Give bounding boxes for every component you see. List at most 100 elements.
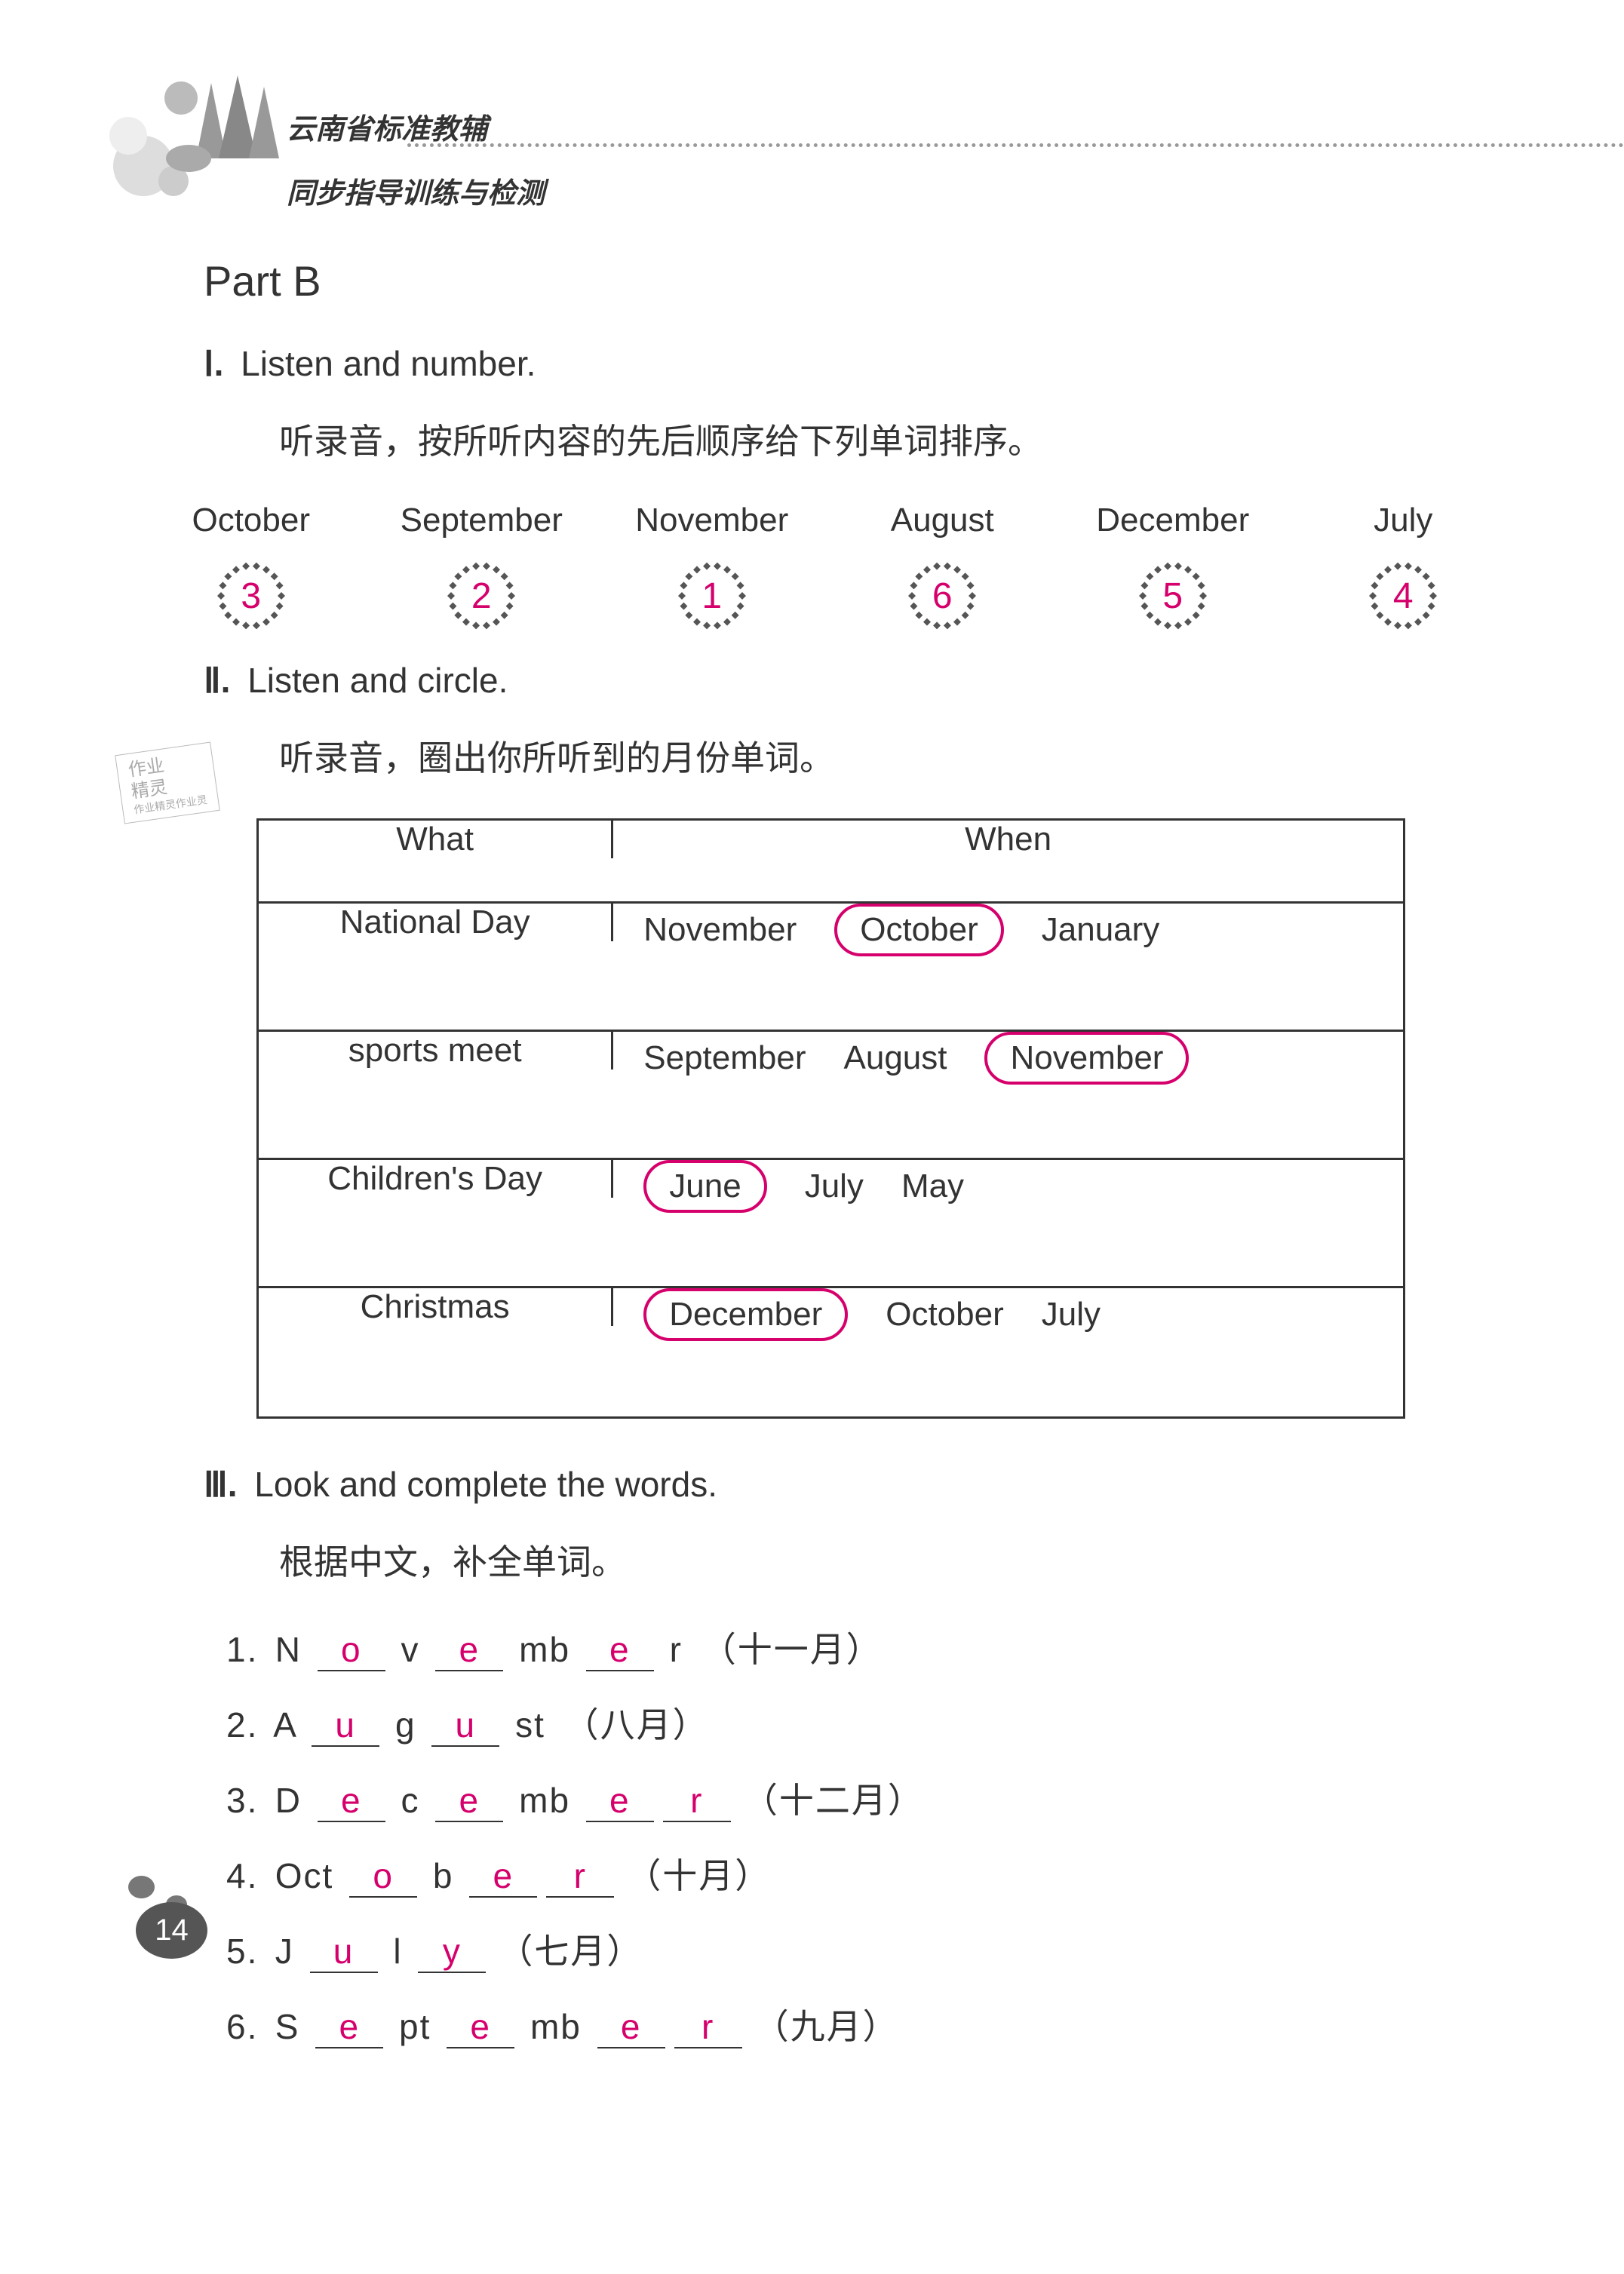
month-option: December	[643, 1288, 848, 1341]
word-fragment: N	[264, 1630, 313, 1669]
fill-list: 1. N o v e mb e r （十一月） 2. A u g u st （八月…	[226, 1622, 1473, 2049]
month-option: January	[1042, 911, 1160, 949]
circle-table: What WhenNational DayNovemberOctoberJanu…	[256, 818, 1405, 1419]
fill-blank: e	[447, 2006, 514, 2048]
header-title-1: 云南省标准教辅	[287, 106, 545, 147]
section-3-cn: 根据中文，补全单词。	[279, 1535, 1473, 1585]
month-option: July	[1042, 1296, 1101, 1333]
fill-blank: u	[312, 1705, 379, 1747]
fill-blank: r	[674, 2006, 742, 2048]
number-badge: 5	[1139, 562, 1207, 630]
fill-line: 4. Oct o b er（十月）	[226, 1849, 1473, 1898]
fill-blank: e	[469, 1855, 537, 1898]
month-label: August	[827, 502, 1058, 539]
table-cell-what: National Day	[259, 904, 613, 941]
number-badge: 2	[447, 562, 515, 630]
fill-blank: y	[418, 1931, 486, 1973]
fill-line: 1. N o v e mb e r （十一月）	[226, 1622, 1473, 1672]
word-fragment: D	[264, 1781, 313, 1820]
word-fragment: Oct	[264, 1856, 345, 1895]
section-1-en: Listen and number.	[241, 344, 536, 383]
fill-line: 3. D e c e mb er（十二月）	[226, 1773, 1473, 1823]
answer-number: 5	[1162, 575, 1183, 617]
month-option: November	[984, 1032, 1189, 1085]
item-number: 5.	[226, 1931, 264, 1972]
table-cell-what: sports meet	[259, 1032, 613, 1069]
word-fragment: b	[422, 1856, 465, 1895]
word-fragment: pt	[388, 2007, 442, 2046]
fill-blank: o	[349, 1855, 417, 1898]
month-option: July	[805, 1168, 864, 1205]
month-option: August	[844, 1039, 947, 1077]
answer-number: 3	[241, 575, 261, 617]
month-label: July	[1288, 502, 1519, 539]
fill-line: 6. S e pt e mb er（九月）	[226, 1999, 1473, 2049]
answer-number: 1	[701, 575, 722, 617]
section-3-title: Ⅲ. Look and complete the words.	[204, 1464, 1473, 1505]
word-fragment: mb	[508, 1630, 581, 1669]
fill-blank: e	[435, 1780, 503, 1822]
item-number: 2.	[226, 1705, 264, 1745]
hint-paren: （七月）	[498, 1932, 643, 1971]
word-fragment: mb	[508, 1781, 581, 1820]
fill-blank: e	[435, 1629, 503, 1671]
month-col: September 2	[367, 502, 597, 630]
table-row: ChristmasDecemberOctoberJuly	[259, 1288, 1403, 1416]
month-label: November	[597, 502, 827, 539]
table-cell-when: DecemberOctoberJuly	[613, 1288, 1403, 1341]
table-cell-what: Children's Day	[259, 1160, 613, 1198]
fill-blank: r	[663, 1780, 731, 1822]
answer-number: 6	[932, 575, 953, 617]
month-col: August 6	[827, 502, 1058, 630]
month-label: December	[1058, 502, 1288, 539]
hint-paren: （十一月）	[701, 1630, 883, 1669]
hint-paren: （十二月）	[743, 1781, 924, 1820]
word-fragment: mb	[519, 2007, 592, 2046]
item-number: 4.	[226, 1855, 264, 1896]
table-row: Children's DayJuneJulyMay	[259, 1160, 1403, 1288]
answer-number: 2	[471, 575, 492, 617]
roman-2: Ⅱ.	[204, 661, 230, 700]
months-row: October 3 September 2 November 1 August 6 Decemb…	[136, 502, 1518, 630]
dotted-rule	[407, 143, 1624, 147]
hint-paren: （八月）	[564, 1705, 709, 1745]
table-header-row: What When	[259, 821, 1403, 904]
month-label: October	[136, 502, 367, 539]
roman-3: Ⅲ.	[204, 1465, 238, 1504]
month-col: December 5	[1058, 502, 1288, 630]
month-option: November	[643, 911, 797, 949]
word-fragment: S	[264, 2007, 311, 2046]
word-fragment: J	[264, 1932, 305, 1971]
word-fragment: A	[264, 1705, 307, 1745]
page-number: 14	[136, 1902, 207, 1959]
fill-blank: e	[597, 2006, 665, 2048]
table-header-what: What	[259, 821, 613, 858]
table-cell-when: NovemberOctoberJanuary	[613, 904, 1403, 956]
item-number: 6.	[226, 2006, 264, 2047]
number-badge: 4	[1369, 562, 1437, 630]
table-cell-when: SeptemberAugustNovember	[613, 1032, 1403, 1085]
month-label: September	[367, 502, 597, 539]
word-fragment: g	[384, 1705, 427, 1745]
section-2-title: Ⅱ. Listen and circle.	[204, 660, 1473, 701]
section-1-title: Ⅰ. Listen and number.	[204, 343, 1473, 384]
section-1-cn: 听录音，按所听内容的先后顺序给下列单词排序。	[279, 414, 1473, 464]
word-fragment: v	[390, 1630, 431, 1669]
month-option: May	[901, 1168, 964, 1205]
month-col: October 3	[136, 502, 367, 630]
fill-line: 2. A u g u st （八月）	[226, 1698, 1473, 1748]
table-row: National DayNovemberOctoberJanuary	[259, 904, 1403, 1032]
number-badge: 6	[908, 562, 976, 630]
dot-deco	[128, 1876, 155, 1898]
part-title: Part B	[204, 256, 1473, 305]
number-badge: 3	[217, 562, 285, 630]
table-header-when: When	[613, 821, 1403, 858]
section-2-en: Listen and circle.	[247, 661, 508, 700]
hint-paren: （九月）	[754, 2007, 899, 2046]
answer-number: 4	[1393, 575, 1414, 617]
fill-blank: u	[431, 1705, 499, 1747]
table-row: sports meetSeptemberAugustNovember	[259, 1032, 1403, 1160]
fill-blank: e	[586, 1780, 654, 1822]
roman-1: Ⅰ.	[204, 344, 223, 383]
fill-blank: e	[586, 1629, 654, 1671]
